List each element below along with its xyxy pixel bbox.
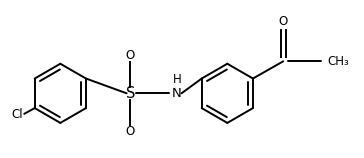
- Text: O: O: [278, 15, 288, 28]
- Text: O: O: [126, 125, 135, 138]
- Text: O: O: [126, 49, 135, 62]
- Text: N: N: [172, 87, 182, 100]
- Text: Cl: Cl: [11, 108, 23, 121]
- Text: H: H: [173, 73, 181, 86]
- Text: CH₃: CH₃: [328, 55, 349, 68]
- Text: S: S: [126, 86, 135, 101]
